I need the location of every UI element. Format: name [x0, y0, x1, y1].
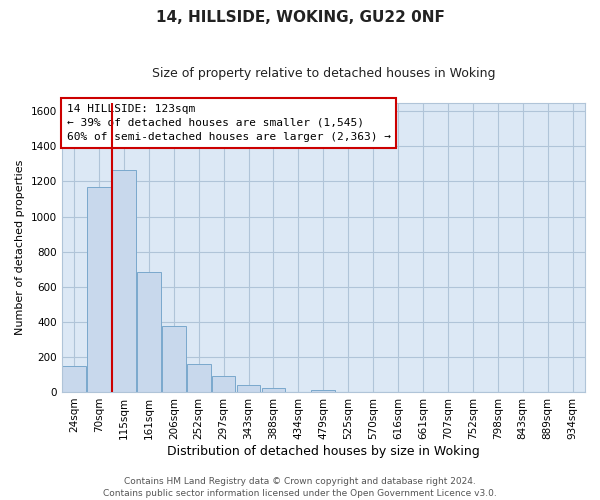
Text: 14, HILLSIDE, WOKING, GU22 0NF: 14, HILLSIDE, WOKING, GU22 0NF [155, 10, 445, 25]
Bar [62, 366, 86, 392]
Text: Contains HM Land Registry data © Crown copyright and database right 2024.
Contai: Contains HM Land Registry data © Crown c… [103, 476, 497, 498]
Bar [187, 364, 211, 392]
Bar [237, 386, 260, 392]
Bar [262, 388, 286, 392]
Bar [87, 186, 111, 392]
Y-axis label: Number of detached properties: Number of detached properties [15, 160, 25, 335]
Bar [162, 326, 185, 392]
Bar [112, 170, 136, 392]
Title: Size of property relative to detached houses in Woking: Size of property relative to detached ho… [152, 68, 495, 80]
Bar [311, 390, 335, 392]
Text: 14 HILLSIDE: 123sqm
← 39% of detached houses are smaller (1,545)
60% of semi-det: 14 HILLSIDE: 123sqm ← 39% of detached ho… [67, 104, 391, 142]
Bar [137, 272, 161, 392]
Bar [212, 376, 235, 392]
X-axis label: Distribution of detached houses by size in Woking: Distribution of detached houses by size … [167, 444, 480, 458]
